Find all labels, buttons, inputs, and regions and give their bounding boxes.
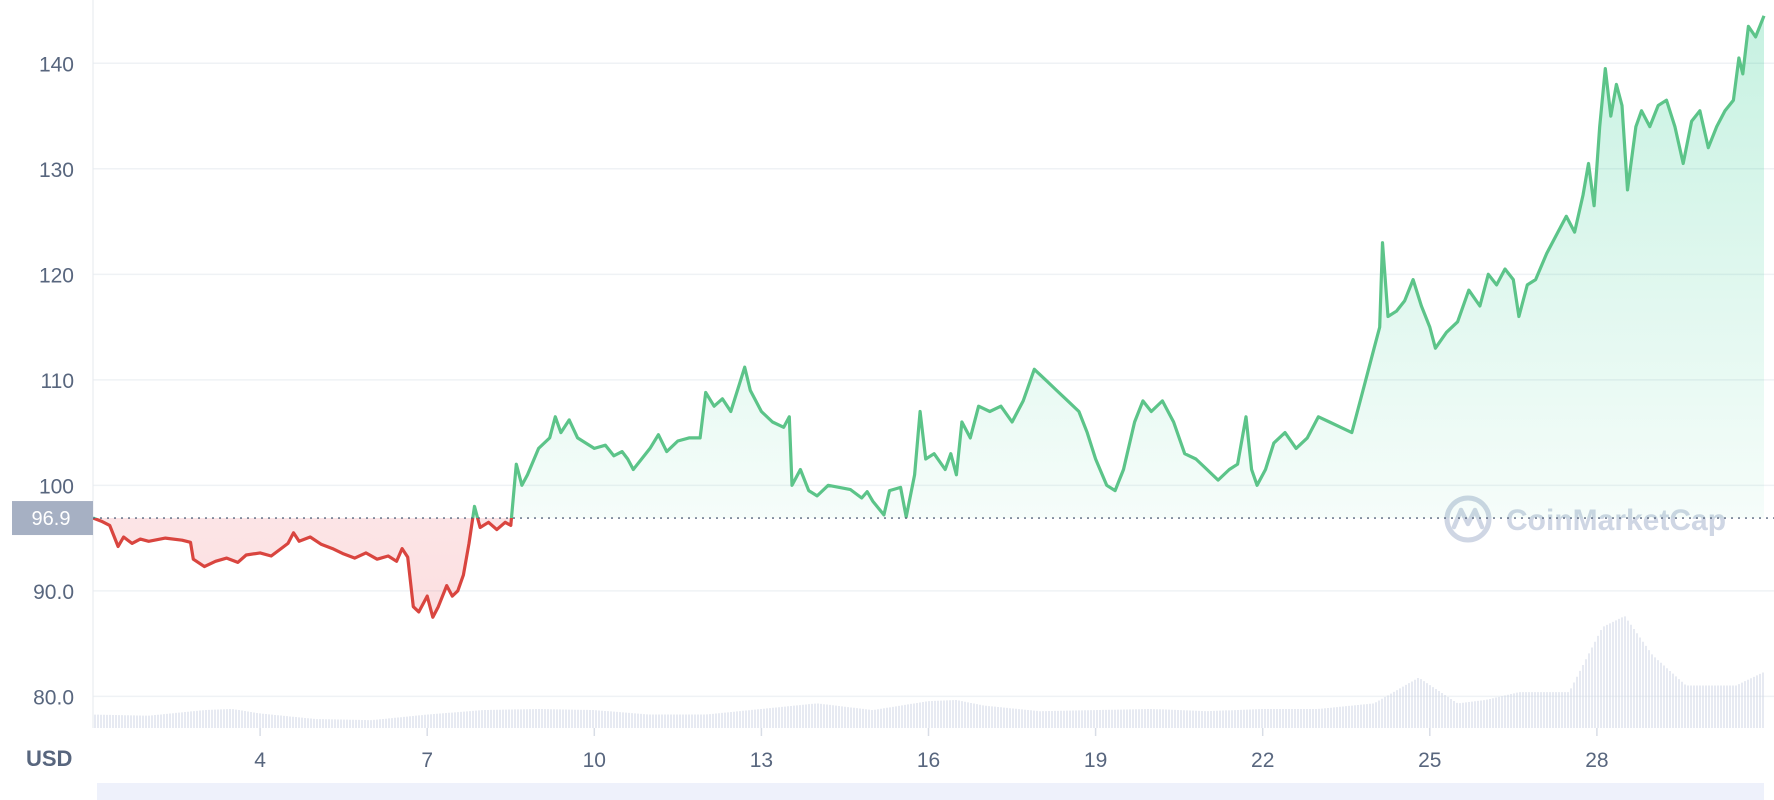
price-line-above <box>92 15 1766 519</box>
y-tick-label: 100 <box>39 475 74 498</box>
y-tick-label: 80.0 <box>33 686 74 709</box>
volume-bars <box>94 616 1764 728</box>
x-axis-ticks: 4 7 10 13 16 19 22 25 28 <box>254 728 1609 772</box>
range-navigator[interactable] <box>97 783 1764 800</box>
x-tick-label: 10 <box>583 749 606 772</box>
y-tick-label: 120 <box>39 264 74 287</box>
y-axis-ticks: 80.0 90.0 100 110 120 130 140 <box>33 53 74 709</box>
reference-price-label: 96.9 <box>32 508 71 530</box>
price-area-below <box>93 518 512 618</box>
price-line-below <box>92 518 908 619</box>
x-tick-label: 25 <box>1418 749 1441 772</box>
x-tick-label: 28 <box>1585 749 1608 772</box>
x-tick-label: 4 <box>254 749 266 772</box>
price-area-above <box>93 15 1764 519</box>
y-tick-label: 110 <box>41 370 74 393</box>
y-tick-label: 90.0 <box>33 581 74 604</box>
currency-label: USD <box>26 746 72 771</box>
x-tick-label: 7 <box>421 749 433 772</box>
x-tick-label: 19 <box>1084 749 1107 772</box>
y-tick-label: 130 <box>39 159 74 182</box>
y-tick-label: 140 <box>39 53 74 76</box>
reference-price-badge: 96.9 <box>12 501 93 536</box>
x-tick-label: 16 <box>917 749 940 772</box>
x-tick-label: 13 <box>750 749 773 772</box>
x-tick-label: 22 <box>1251 749 1274 772</box>
